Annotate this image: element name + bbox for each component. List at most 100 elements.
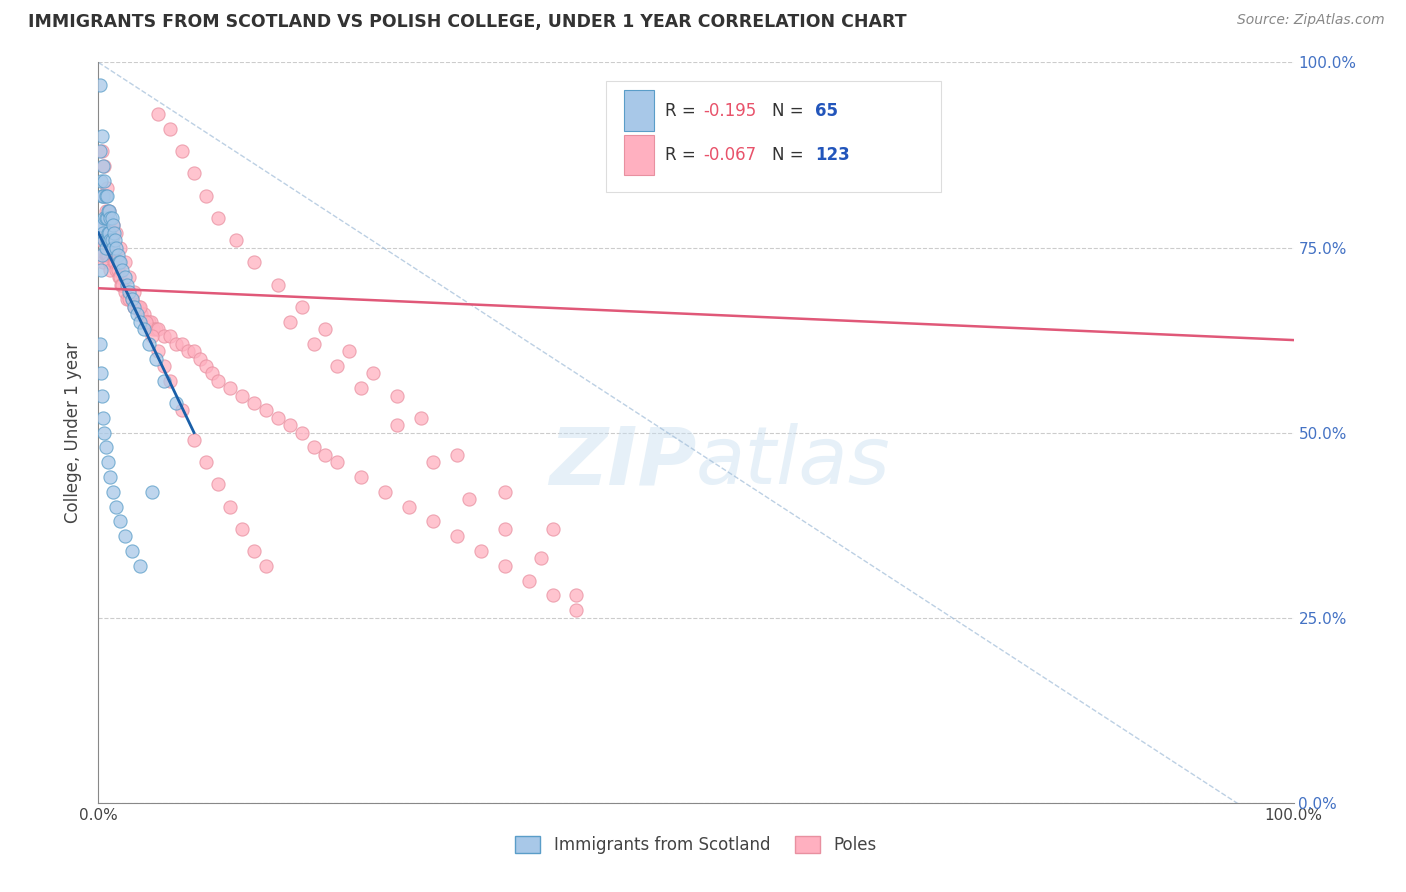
Point	[267, 410, 290, 425]
Point	[104, 233, 127, 247]
Point	[411, 410, 433, 425]
Point	[97, 203, 120, 218]
Point	[100, 233, 122, 247]
Point	[243, 396, 266, 410]
Point	[96, 211, 118, 225]
Point	[139, 314, 162, 328]
Point	[104, 255, 127, 269]
Point	[188, 351, 211, 366]
Point	[350, 470, 373, 484]
Point	[422, 515, 444, 529]
Point	[530, 551, 553, 566]
Point	[302, 441, 325, 455]
Point	[125, 300, 148, 314]
Point	[94, 441, 117, 455]
Text: atlas: atlas	[696, 423, 891, 501]
Point	[165, 396, 187, 410]
Point	[105, 226, 128, 240]
Point	[207, 211, 229, 225]
Point	[96, 181, 118, 195]
Point	[183, 344, 205, 359]
Point	[100, 240, 122, 255]
Point	[121, 293, 143, 307]
Point	[177, 344, 200, 359]
Point	[101, 484, 124, 499]
Point	[494, 484, 516, 499]
Point	[115, 277, 138, 292]
Point	[231, 522, 253, 536]
Point	[96, 211, 118, 225]
Point	[103, 226, 125, 240]
Point	[94, 203, 117, 218]
Point	[159, 122, 181, 136]
Point	[100, 211, 122, 225]
Point	[91, 219, 114, 233]
Point	[254, 558, 277, 573]
Point	[135, 314, 157, 328]
Point	[183, 166, 205, 180]
Point	[111, 262, 134, 277]
Point	[118, 285, 141, 299]
Y-axis label: College, Under 1 year: College, Under 1 year	[65, 342, 83, 524]
Point	[565, 589, 588, 603]
Point	[114, 255, 136, 269]
Bar	[624, 90, 654, 131]
Point	[98, 470, 122, 484]
Point	[97, 226, 120, 240]
Point	[91, 410, 114, 425]
Legend: Immigrants from Scotland, Poles: Immigrants from Scotland, Poles	[509, 830, 883, 861]
Point	[118, 270, 141, 285]
Point	[94, 248, 117, 262]
Point	[94, 188, 117, 202]
Text: N =: N =	[772, 102, 810, 120]
Point	[101, 219, 124, 233]
Point	[494, 522, 516, 536]
Point	[172, 145, 194, 159]
Point	[458, 492, 481, 507]
Point	[91, 159, 114, 173]
Point	[148, 322, 170, 336]
Point	[93, 425, 115, 440]
Point	[90, 233, 112, 247]
Point	[541, 589, 564, 603]
Point	[89, 78, 111, 92]
Point	[565, 603, 588, 617]
Point	[153, 359, 176, 373]
Text: R =: R =	[665, 102, 702, 120]
Point	[107, 255, 129, 269]
Point	[108, 270, 131, 285]
Point	[172, 403, 194, 417]
Point	[91, 226, 114, 240]
Point	[98, 233, 122, 247]
Point	[93, 174, 115, 188]
Point	[91, 188, 114, 202]
Point	[138, 336, 160, 351]
Point	[114, 270, 136, 285]
Point	[91, 145, 114, 159]
Point	[90, 174, 112, 188]
Point	[339, 344, 361, 359]
Point	[159, 374, 181, 388]
Point	[374, 484, 396, 499]
Point	[90, 262, 112, 277]
Point	[195, 188, 218, 202]
Point	[385, 418, 409, 433]
Point	[385, 388, 409, 402]
Point	[91, 129, 114, 144]
Text: IMMIGRANTS FROM SCOTLAND VS POLISH COLLEGE, UNDER 1 YEAR CORRELATION CHART: IMMIGRANTS FROM SCOTLAND VS POLISH COLLE…	[28, 13, 907, 31]
Point	[91, 388, 114, 402]
Point	[108, 240, 131, 255]
Point	[108, 515, 131, 529]
Point	[98, 255, 121, 269]
Point	[89, 219, 111, 233]
Point	[97, 219, 120, 233]
Bar	[624, 135, 654, 176]
Point	[201, 367, 224, 381]
Point	[517, 574, 540, 588]
Point	[105, 262, 128, 277]
Text: N =: N =	[772, 146, 810, 164]
Point	[96, 233, 118, 247]
Point	[89, 336, 111, 351]
Point	[278, 418, 301, 433]
Point	[165, 336, 187, 351]
